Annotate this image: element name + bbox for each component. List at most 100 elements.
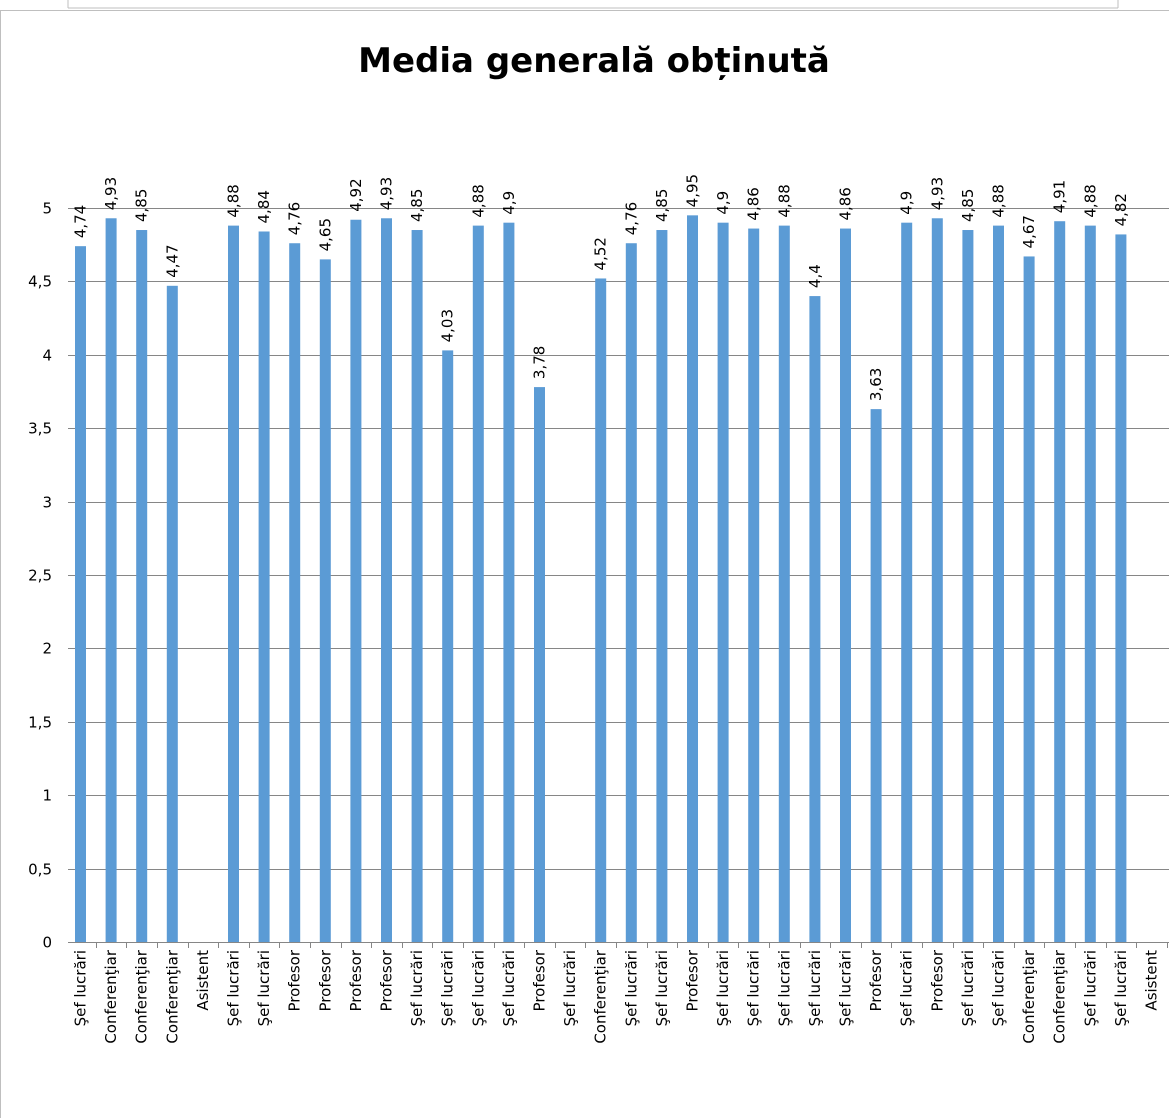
bar-value-label: 4,91 [1051,180,1069,213]
bar-value-label: 4,85 [653,189,671,222]
x-category-label: Şef lucrări [714,950,732,1026]
data-labels: 4,744,93 4,854,474,88 4,84 4,76 4,654,92 4,93… [72,174,1130,401]
bar-value-label: 4,4 [806,264,824,288]
bar [319,259,331,942]
bar-value-label: 4,9 [898,191,916,215]
bar-value-label: 4,85 [959,189,977,222]
bar [931,218,943,942]
bar [901,222,913,942]
bars [75,215,1127,943]
bar-value-label: 4,47 [163,244,181,277]
bar [993,225,1004,943]
x-category-label: Conferenţiar [133,949,151,1043]
bar [258,231,270,942]
bar-value-label: 4,88 [225,184,243,217]
x-category-label: Şef lucrări [255,950,273,1026]
bar-value-label: 4,9 [500,191,518,215]
bar [1054,221,1066,942]
x-category-label: Şef lucrări [561,950,579,1026]
bar [442,350,454,942]
bar-value-label: 4,93 [378,177,396,210]
bar-value-label: 4,52 [592,237,610,270]
x-axis-category-labels: Şef lucrări Conferenţiar Conferenţiar Confe… [72,949,1161,1043]
x-category-label: Şef lucrări [653,950,671,1026]
bar-value-label: 4,95 [684,174,702,207]
y-tick-label: 1 [42,787,52,805]
x-category-label: Şef lucrări [225,950,243,1026]
y-axis-tick-labels: 0 0,5 1 1,5 2 2,5 3 3,5 4 4,5 5 [28,200,52,952]
y-tick-label: 2 [42,640,52,658]
bar-value-label: 4,85 [408,189,426,222]
bar-value-label: 4,93 [102,177,120,210]
x-category-label: Profesor [316,949,334,1011]
x-category-label: Şef lucrări [439,950,457,1026]
x-category-label: Asistent [1143,950,1161,1011]
x-category-label: Profesor [378,949,396,1011]
x-category-label: Şef lucrări [1081,950,1099,1026]
bar [166,285,178,943]
bar-value-label: 4,88 [775,184,793,217]
x-category-label: Profesor [928,949,946,1011]
bar [748,228,760,942]
x-category-label: Conferenţiar [592,949,610,1043]
bar [625,243,637,942]
bar-value-label: 4,86 [745,187,763,220]
bar [472,225,484,943]
x-category-label: Conferenţiar [1051,949,1069,1043]
y-tick-label: 0,5 [28,861,52,879]
bar-value-label: 4,03 [439,309,457,342]
x-category-label: Şef lucrări [745,950,763,1026]
y-tick-label: 0 [42,934,52,952]
x-category-label: Şef lucrări [1112,950,1130,1026]
y-tick-label: 4,5 [28,273,52,291]
bar-value-label: 4,88 [469,184,487,217]
x-category-label: Şef lucrări [775,950,793,1026]
bar-value-label: 4,85 [133,189,151,222]
x-category-label: Profesor [347,949,365,1011]
x-category-label: Conferenţiar [1020,949,1038,1043]
bar-value-label: 4,9 [714,191,732,215]
bar [717,222,729,942]
bar-value-label: 4,93 [928,177,946,210]
bar [534,387,545,942]
x-category-label: Profesor [684,949,702,1011]
bar-value-label: 4,86 [837,187,855,220]
bar [350,219,362,942]
bar [1023,256,1035,943]
y-tick-label: 1,5 [28,714,52,732]
bar-value-label: 3,78 [531,346,549,379]
bar [870,409,882,943]
x-category-label: Şef lucrări [469,950,487,1026]
y-tick-label: 3,5 [28,420,52,438]
bar-value-label: 4,82 [1112,193,1130,226]
chart-title: Media generală obținută [358,41,830,81]
y-tick-label: 3 [42,494,52,512]
x-category-label: Profesor [531,949,549,1011]
bar [1115,234,1127,942]
bar [289,243,301,942]
bar-value-label: 4,84 [255,190,273,223]
x-category-label: Şef lucrări [806,950,824,1026]
x-category-label: Şef lucrări [500,950,518,1026]
gridlines [68,208,1169,870]
x-category-label: Şef lucrări [622,950,640,1026]
y-tick-label: 5 [42,200,52,218]
bar-value-label: 3,63 [867,368,885,401]
bar [1084,225,1096,943]
bar [809,296,821,943]
bar [840,228,851,942]
bar-value-label: 4,67 [1020,215,1038,248]
x-category-label: Asistent [194,950,212,1011]
bar [75,246,86,943]
bar-value-label: 4,76 [286,202,304,235]
x-category-label: Profesor [286,949,304,1011]
x-category-label: Şef lucrări [898,950,916,1026]
bar [105,218,117,942]
bar [136,230,148,942]
bar [381,218,392,942]
x-category-label: Şef lucrări [990,950,1008,1026]
bar-value-label: 4,65 [316,218,334,251]
bar [595,278,607,942]
